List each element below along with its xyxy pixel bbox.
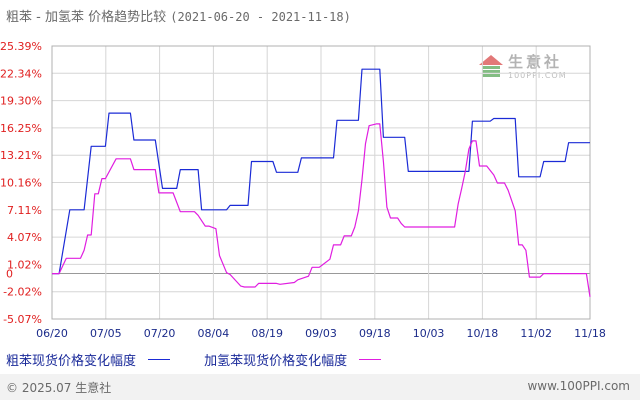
legend-swatch	[359, 359, 382, 360]
watermark-domain: 100PPI.COM	[508, 71, 567, 80]
y-tick-label: 19.30%	[0, 95, 42, 108]
plot-frame	[51, 45, 591, 320]
legend-label: 加氢苯现货价格变化幅度	[204, 354, 348, 369]
y-tick-label: 10.16%	[0, 177, 42, 190]
x-tick-label: 08/19	[251, 327, 283, 340]
y-tick-label: 4.07%	[7, 231, 42, 244]
x-tick-label: 09/18	[359, 327, 391, 340]
legend-item-hydro-benzene: 加氢苯现货价格变化幅度	[204, 350, 411, 369]
chart-title-text: 粗苯 - 加氢苯 价格趋势比较	[6, 10, 167, 25]
watermark-brand: 生意社	[508, 53, 563, 71]
x-tick-label: 07/05	[90, 327, 122, 340]
x-tick-label: 06/20	[36, 327, 68, 340]
logo-icon	[479, 55, 503, 77]
y-tick-label: -2.02%	[3, 286, 42, 299]
x-tick-label: 08/04	[198, 327, 230, 340]
x-tick-label: 10/03	[413, 327, 445, 340]
y-zero-label: 0	[6, 268, 13, 281]
series-line-hydro-benzene	[52, 123, 591, 297]
x-tick-label: 07/20	[144, 327, 176, 340]
legend-swatch	[148, 359, 171, 360]
footer-bar	[0, 374, 640, 400]
y-tick-label: 16.25%	[0, 122, 42, 135]
legend-item-crude-benzene: 粗苯现货价格变化幅度	[6, 350, 200, 369]
y-tick-label: 7.11%	[7, 204, 42, 217]
legend-label: 粗苯现货价格变化幅度	[6, 354, 137, 369]
chart-legend: 粗苯现货价格变化幅度 加氢苯现货价格变化幅度	[6, 350, 411, 369]
watermark-logo: 生意社 100PPI.COM	[478, 54, 567, 80]
copyright-text: © 2025.07 生意社	[6, 381, 112, 395]
site-url: www.100PPI.com	[527, 379, 630, 393]
y-tick-label: 13.21%	[0, 149, 42, 162]
x-tick-label: 09/03	[305, 327, 337, 340]
x-tick-label: 11/18	[574, 327, 606, 340]
price-trend-chart: 25.39% 22.34% 19.30% 16.25% 13.21% 10.16% 7.11…	[0, 40, 606, 340]
y-tick-label: 25.39%	[0, 40, 42, 53]
chart-date-range: (2021-06-20 - 2021-11-18)	[170, 10, 351, 24]
series-line-crude-benzene	[52, 68, 590, 275]
x-tick-label: 11/02	[520, 327, 552, 340]
y-tick-label: 22.34%	[0, 67, 42, 80]
y-tick-label: -5.07%	[3, 313, 42, 326]
chart-title: 粗苯 - 加氢苯 价格趋势比较 (2021-06-20 - 2021-11-18…	[6, 6, 351, 25]
x-tick-label: 10/18	[467, 327, 499, 340]
y-tick-label: 1.02%	[7, 258, 42, 271]
